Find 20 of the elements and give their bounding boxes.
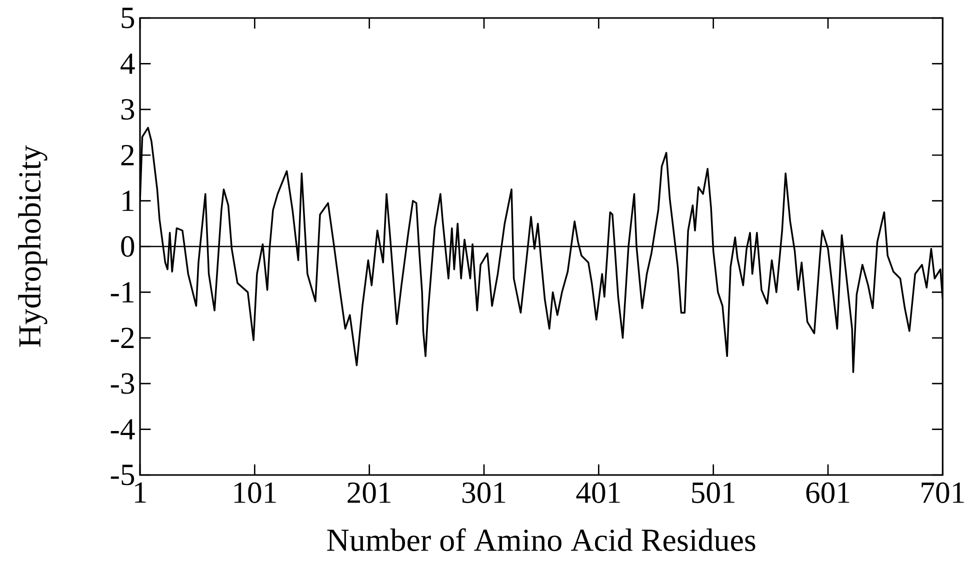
x-tick-label: 601: [806, 482, 850, 504]
x-axis-title: Number of Amino Acid Residues: [327, 528, 756, 552]
x-tick-label: 101: [234, 482, 276, 504]
y-tick-label: 2: [121, 144, 134, 166]
y-tick-label: -1: [110, 282, 134, 302]
y-tick-label: -2: [110, 328, 134, 348]
y-axis-title: Hydrophobicity: [18, 145, 48, 347]
x-tick-label: 301: [462, 482, 506, 504]
y-tick-label: -5: [110, 464, 134, 486]
y-tick-label: 0: [121, 236, 134, 257]
y-tick-label: 4: [120, 54, 135, 74]
y-tick-label: -3: [110, 373, 134, 394]
x-tick-label: 401: [576, 482, 620, 504]
y-tick-label: 3: [121, 99, 134, 120]
x-tick-label: 501: [692, 482, 734, 504]
y-tick-label: 1: [122, 190, 134, 211]
y-tick-label: -4: [110, 419, 135, 440]
x-tick-label: 201: [348, 482, 390, 504]
y-tick-label: 5: [122, 8, 134, 28]
x-tick-label: 701: [922, 482, 964, 504]
